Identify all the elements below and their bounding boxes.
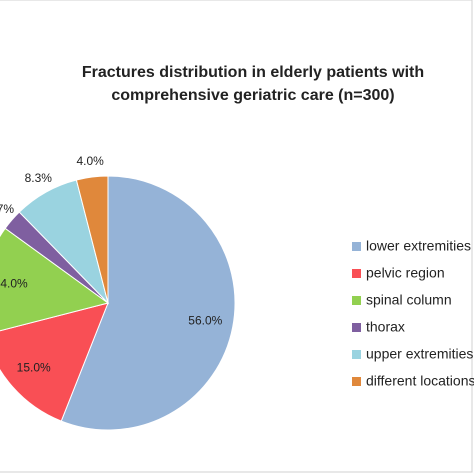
- data-label: 56.0%: [188, 314, 222, 328]
- legend-swatch: [352, 269, 361, 278]
- data-label: 14.0%: [0, 277, 28, 291]
- pie-slice: [60, 175, 236, 431]
- legend-label: pelvic region: [366, 265, 445, 281]
- legend-label: upper extremities: [366, 346, 473, 362]
- pie-slice: [0, 227, 110, 332]
- legend-label: spinal column: [366, 292, 452, 308]
- legend-label: lower extremities: [366, 238, 471, 254]
- data-label: 4.0%: [76, 154, 104, 168]
- chart-title: Fractures distribution in elderly patien…: [82, 64, 424, 81]
- legend-label: different locations: [366, 373, 474, 389]
- data-label: 8.3%: [25, 171, 53, 185]
- legend-swatch: [352, 350, 361, 359]
- data-label: 15.0%: [17, 361, 51, 375]
- pie-slice: [75, 175, 109, 304]
- legend-label: thorax: [366, 319, 405, 335]
- legend-swatch: [352, 242, 361, 251]
- chart-title: comprehensive geriatric care (n=300): [111, 87, 394, 104]
- pie-slice: [0, 302, 109, 422]
- legend-swatch: [352, 323, 361, 332]
- legend-swatch: [352, 377, 361, 386]
- data-label: 2.7%: [0, 202, 14, 216]
- legend-swatch: [352, 296, 361, 305]
